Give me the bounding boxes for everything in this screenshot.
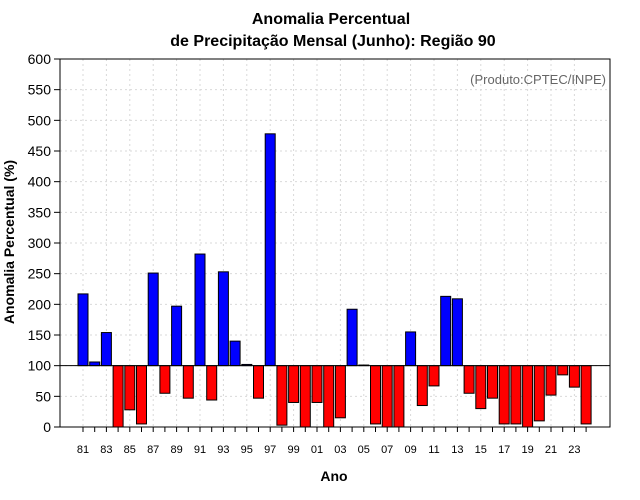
bar-12 — [440, 295, 452, 367]
bar-98 — [276, 365, 288, 426]
bar-94 — [229, 340, 241, 367]
chart-title: Anomalia Percentual — [252, 11, 410, 28]
y-tick-label: 600 — [28, 51, 52, 67]
bar-93 — [217, 271, 229, 367]
x-tick-label: 07 — [381, 444, 393, 456]
bar-84 — [112, 365, 124, 428]
bars — [77, 133, 592, 428]
source-annotation: (Produto:CPTEC/INPE) — [470, 72, 606, 87]
bar-11 — [428, 365, 440, 387]
bar-17 — [498, 365, 510, 425]
bar-88 — [159, 365, 171, 394]
bar-07 — [381, 365, 393, 428]
bar-92 — [206, 365, 218, 401]
y-tick-label: 250 — [28, 266, 52, 282]
x-tick-label: 91 — [194, 444, 206, 456]
x-tick-label: 11 — [428, 444, 439, 456]
y-axis: 0 50 100 150 200 250 300 350 400 450 500 550 600 — [28, 51, 60, 435]
bar-24 — [580, 365, 592, 425]
bar-96 — [253, 365, 264, 399]
bar-81 — [77, 293, 89, 367]
x-tick-label: 97 — [264, 444, 276, 456]
bar-89 — [171, 305, 183, 367]
x-axis: 81 83 85 87 89 91 93 95 97 99 01 03 05 07 09 11 13 15 17 19… — [77, 427, 587, 456]
chart-subtitle: de Precipitação Mensal (Junho): Região 9… — [170, 33, 496, 50]
x-tick-label: 99 — [287, 444, 299, 456]
bar-23 — [568, 365, 580, 388]
x-tick-label: 89 — [170, 444, 182, 456]
bar-09 — [405, 331, 417, 367]
x-tick-label: 17 — [498, 444, 510, 456]
bar-18 — [510, 365, 522, 425]
x-tick-label: 01 — [311, 444, 323, 456]
x-tick-label: 19 — [521, 444, 533, 456]
x-tick-label: 21 — [545, 444, 557, 456]
bar-03 — [334, 365, 346, 419]
y-tick-label: 0 — [43, 419, 51, 435]
x-tick-label: 03 — [334, 444, 346, 456]
x-tick-label: 95 — [241, 444, 253, 456]
x-tick-label: 85 — [124, 444, 136, 456]
x-tick-label: 13 — [451, 444, 463, 456]
bar-13 — [451, 298, 463, 367]
x-tick-label: 15 — [475, 444, 487, 456]
bar-99 — [288, 365, 300, 403]
bar-01 — [311, 365, 323, 403]
bar-82 — [89, 361, 101, 367]
bar-10 — [416, 365, 428, 407]
y-tick-label: 400 — [28, 174, 52, 190]
bar-22 — [557, 365, 569, 376]
y-tick-label: 100 — [28, 358, 52, 374]
bar-02 — [323, 365, 335, 428]
bar-87 — [147, 272, 159, 367]
bar-85 — [124, 365, 136, 411]
bar-16 — [487, 365, 498, 399]
y-tick-label: 300 — [28, 235, 52, 251]
x-tick-label: 23 — [568, 444, 580, 456]
y-tick-label: 200 — [28, 296, 52, 312]
bar-15 — [475, 365, 487, 410]
x-tick-label: 05 — [358, 444, 370, 456]
y-tick-label: 550 — [28, 82, 52, 98]
bar-19 — [522, 365, 534, 428]
bar-90 — [182, 365, 194, 399]
x-tick-label: 09 — [404, 444, 416, 456]
bar-00 — [299, 365, 311, 428]
x-axis-title: Ano — [320, 468, 347, 484]
y-tick-label: 150 — [28, 327, 52, 343]
x-tick-label: 87 — [147, 444, 159, 456]
bar-04 — [346, 308, 358, 367]
y-axis-title: Anomalia Percentual (%) — [1, 160, 17, 324]
x-tick-label: 81 — [77, 444, 89, 456]
y-tick-label: 450 — [28, 143, 52, 159]
x-tick-label: 93 — [217, 444, 229, 456]
y-tick-label: 500 — [28, 112, 52, 128]
bar-91 — [194, 253, 206, 367]
y-tick-label: 350 — [28, 204, 52, 220]
bar-06 — [370, 365, 381, 425]
bar-21 — [545, 365, 557, 396]
y-tick-label: 50 — [35, 388, 51, 404]
bar-97 — [264, 133, 276, 367]
bar-86 — [136, 365, 147, 425]
bar-20 — [533, 365, 545, 422]
bar-83 — [100, 332, 112, 367]
bar-14 — [463, 365, 475, 394]
bar-08 — [393, 365, 405, 428]
x-tick-label: 83 — [100, 444, 112, 456]
